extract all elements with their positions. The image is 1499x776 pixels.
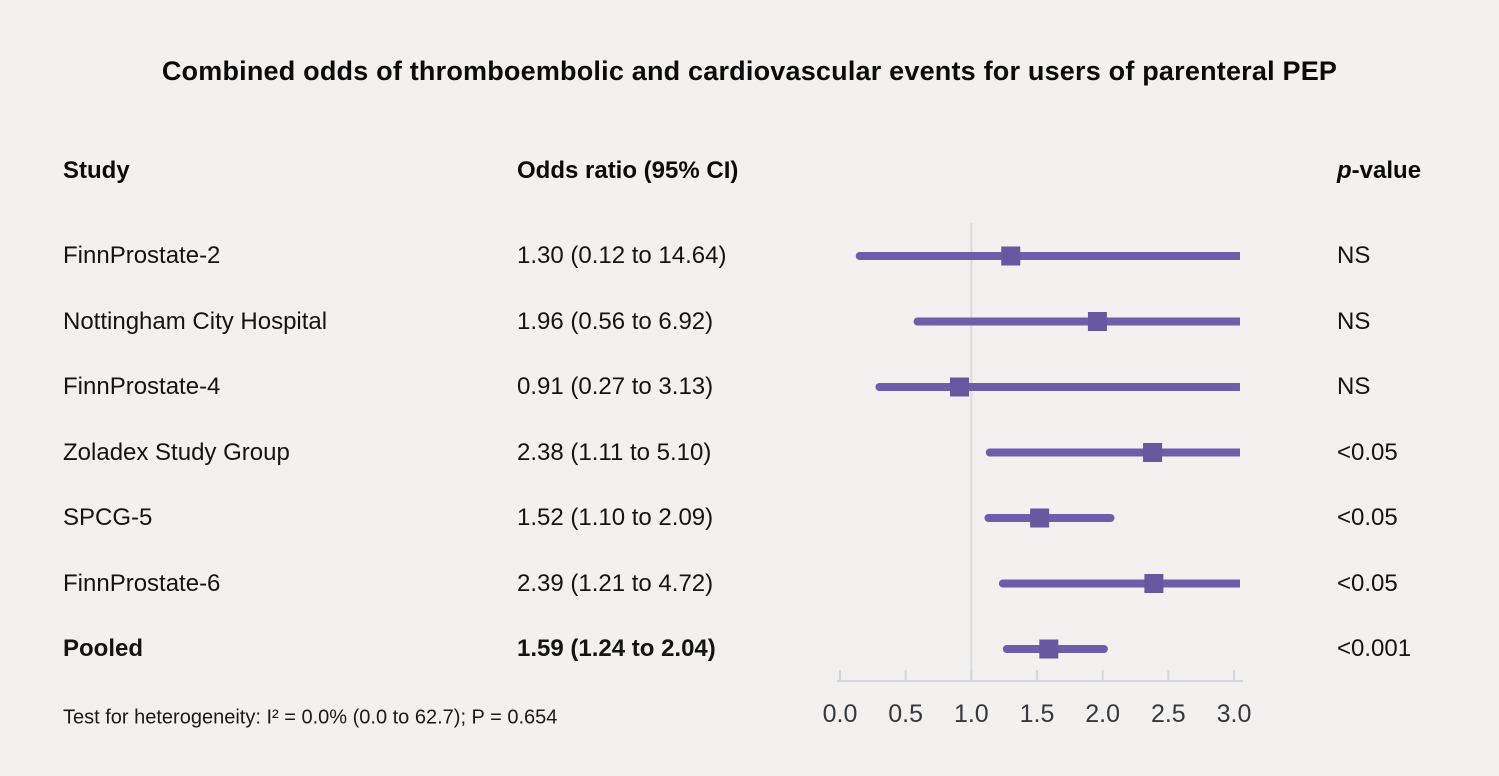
odds-ratio-value: 0.91 (0.27 to 3.13) bbox=[517, 373, 714, 400]
point-estimate-marker bbox=[1087, 312, 1107, 331]
chart-title: Combined odds of thromboembolic and card… bbox=[161, 56, 1338, 86]
odds-ratio-value: 1.96 (0.56 to 6.92) bbox=[517, 307, 714, 335]
x-axis-tick-label: 3.0 bbox=[1217, 700, 1252, 728]
heterogeneity-footnote: Test for heterogeneity: I² = 0.0% (0.0 t… bbox=[63, 706, 558, 729]
odds-ratio-value: 2.39 (1.21 to 4.72) bbox=[517, 569, 714, 597]
odds-ratio-value: 2.38 (1.11 to 5.10) bbox=[517, 438, 712, 466]
ci-right-cap bbox=[1099, 645, 1108, 653]
p-value-header-suffix: -value bbox=[1351, 157, 1422, 184]
odds-ratio-value: 1.59 (1.24 to 2.04) bbox=[517, 635, 716, 662]
column-header-odds-ratio: Odds ratio (95% CI) bbox=[517, 157, 739, 184]
point-estimate-marker bbox=[1030, 508, 1050, 528]
study-label: FinnProstate-4 bbox=[63, 373, 221, 400]
study-label: FinnProstate-6 bbox=[63, 569, 221, 597]
p-value: NS bbox=[1337, 373, 1371, 400]
point-estimate-marker bbox=[1001, 246, 1021, 266]
study-label: Zoladex Study Group bbox=[63, 438, 290, 466]
odds-ratio-value: 1.52 (1.10 to 2.09) bbox=[517, 504, 714, 531]
point-estimate-marker bbox=[1143, 443, 1163, 462]
pooled-estimate-marker bbox=[1039, 639, 1059, 659]
p-value: NS bbox=[1337, 242, 1371, 269]
point-estimate-marker bbox=[950, 377, 970, 397]
x-axis-tick-label: 0.0 bbox=[823, 700, 858, 728]
x-axis-tick-label: 1.5 bbox=[1020, 700, 1055, 728]
x-axis-tick-label: 1.0 bbox=[954, 700, 989, 728]
x-axis-tick-label: 0.5 bbox=[888, 700, 923, 728]
p-value: NS bbox=[1337, 307, 1371, 335]
column-header-p-value: p-value bbox=[1337, 157, 1421, 185]
p-value: <0.05 bbox=[1337, 438, 1398, 466]
p-value: <0.001 bbox=[1337, 635, 1412, 662]
point-estimate-marker bbox=[1144, 574, 1164, 593]
p-value-header-italic-p: p bbox=[1337, 157, 1352, 184]
column-header-study: Study bbox=[63, 157, 130, 184]
x-axis-tick-label: 2.0 bbox=[1085, 700, 1120, 728]
study-label: FinnProstate-2 bbox=[63, 242, 221, 269]
ci-right-cap bbox=[1106, 514, 1115, 522]
study-label: Pooled bbox=[63, 635, 144, 662]
x-axis-tick-label: 2.5 bbox=[1151, 700, 1186, 728]
odds-ratio-value: 1.30 (0.12 to 14.64) bbox=[517, 242, 727, 269]
study-label: SPCG-5 bbox=[63, 504, 153, 531]
p-value: <0.05 bbox=[1337, 504, 1398, 531]
p-value: <0.05 bbox=[1337, 569, 1398, 597]
study-label: Nottingham City Hospital bbox=[63, 307, 328, 335]
